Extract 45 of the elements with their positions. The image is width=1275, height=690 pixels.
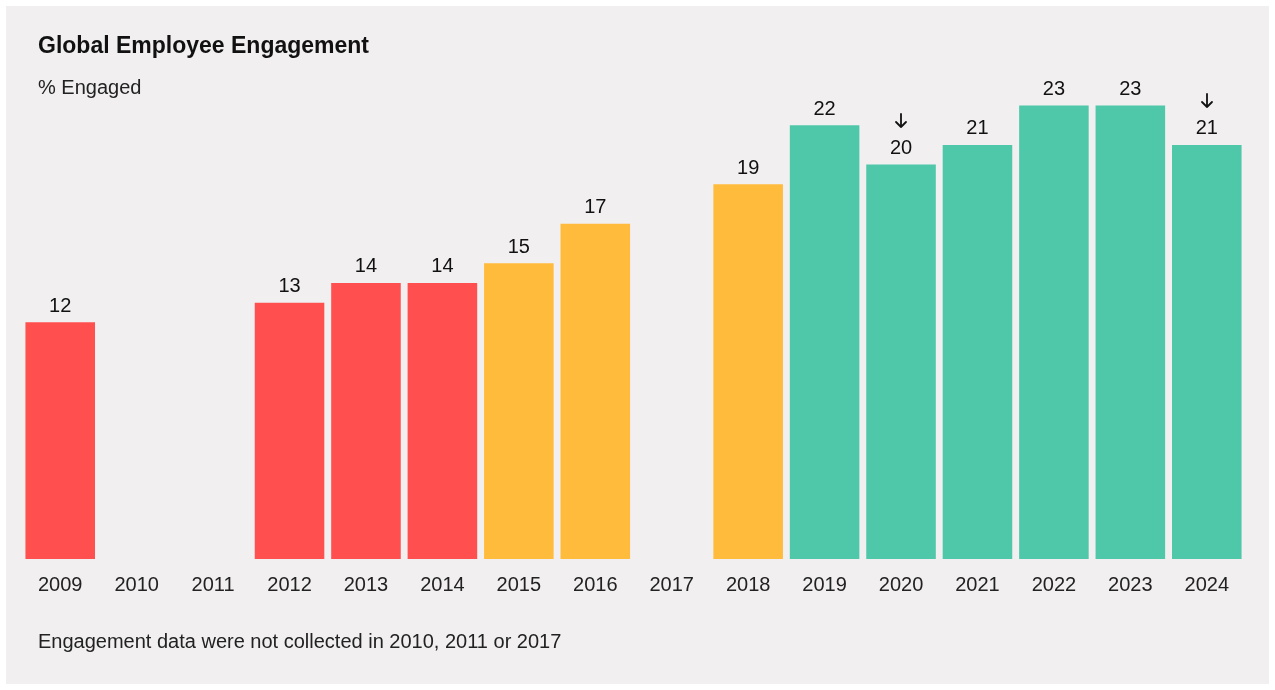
data-label: 22 bbox=[813, 96, 836, 119]
chart-subtitle: % Engaged bbox=[38, 76, 142, 99]
bar bbox=[1019, 105, 1089, 559]
bar bbox=[942, 144, 1013, 559]
data-label: 20 bbox=[889, 136, 913, 159]
data-label: 21 bbox=[1195, 116, 1218, 139]
x-tick-label: 2011 bbox=[191, 572, 235, 595]
x-tick-label: 2013 bbox=[343, 572, 389, 595]
bar bbox=[866, 164, 936, 559]
x-tick-label: 2019 bbox=[802, 572, 847, 595]
bar bbox=[789, 125, 860, 559]
x-tick-label: 2021 bbox=[955, 572, 1000, 595]
x-tick-label: 2016 bbox=[573, 572, 618, 595]
x-tick-label: 2024 bbox=[1184, 572, 1230, 595]
x-tick-label: 2022 bbox=[1031, 572, 1077, 595]
bar bbox=[25, 322, 95, 559]
data-label: 19 bbox=[737, 155, 760, 178]
x-tick-label: 2009 bbox=[37, 572, 83, 595]
chart-title: Global Employee Engagement bbox=[38, 32, 370, 59]
bar bbox=[1172, 144, 1242, 559]
data-label: 23 bbox=[1042, 76, 1066, 99]
x-tick-label: 2015 bbox=[496, 572, 542, 595]
x-tick-label: 2023 bbox=[1108, 572, 1153, 595]
x-tick-label: 2018 bbox=[725, 572, 771, 595]
x-tick-label: 2017 bbox=[649, 572, 694, 595]
data-label: 12 bbox=[49, 293, 72, 316]
data-label: 15 bbox=[507, 234, 530, 257]
data-label: 14 bbox=[431, 254, 454, 277]
data-label: 14 bbox=[354, 254, 378, 277]
x-tick-label: 2012 bbox=[267, 572, 312, 595]
bar bbox=[331, 282, 401, 559]
x-tick-label: 2020 bbox=[878, 572, 924, 595]
text: Engagement data were not collected in 2010, 2011 or 2017 bbox=[38, 630, 562, 653]
x-tick-label: 2010 bbox=[114, 572, 159, 595]
bar bbox=[1095, 105, 1166, 559]
bar bbox=[484, 263, 554, 559]
bar bbox=[713, 184, 783, 559]
data-label: 13 bbox=[278, 274, 301, 297]
bar bbox=[254, 302, 325, 559]
data-label: 17 bbox=[584, 195, 607, 218]
x-tick-label: 2014 bbox=[420, 572, 465, 595]
bar bbox=[407, 282, 478, 559]
data-label: 23 bbox=[1119, 76, 1142, 99]
bar bbox=[560, 223, 631, 559]
data-label: 21 bbox=[966, 116, 989, 139]
